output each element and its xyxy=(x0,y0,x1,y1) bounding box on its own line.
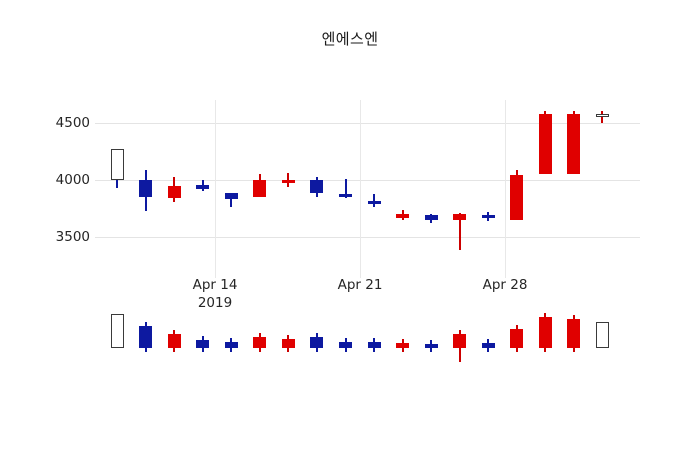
volume-bar[interactable] xyxy=(453,333,467,348)
volume-bar[interactable] xyxy=(481,343,495,348)
candlestick-wick xyxy=(458,213,461,250)
y-axis-tick-label: 4500 xyxy=(55,114,90,131)
gridline-vertical xyxy=(360,100,361,278)
gridline-vertical xyxy=(215,100,216,278)
candlestick-body xyxy=(453,214,467,220)
volume-bar[interactable] xyxy=(510,329,524,348)
volume-bar[interactable] xyxy=(538,316,552,348)
volume-bar[interactable] xyxy=(424,343,438,348)
candlestick-body xyxy=(396,214,410,218)
volume-plot-area xyxy=(95,310,640,375)
candlestick-wick xyxy=(230,192,233,208)
candlestick-body xyxy=(424,215,438,220)
volume-bar[interactable] xyxy=(339,341,353,348)
y-axis: 4500 4000 3500 xyxy=(10,100,90,260)
candlestick-body xyxy=(196,184,210,190)
candlestick-body xyxy=(167,185,181,199)
candlestick-body xyxy=(367,200,381,204)
candlestick-body xyxy=(538,113,552,175)
y-axis-tick-label: 4000 xyxy=(55,172,90,188)
volume-bar[interactable] xyxy=(167,333,181,348)
gridline-horizontal xyxy=(95,122,640,124)
price-plot-area xyxy=(95,100,640,278)
candlestick-body xyxy=(310,180,324,193)
candlestick-body xyxy=(595,113,609,117)
candlestick-wick xyxy=(344,178,347,199)
candlestick-body xyxy=(253,180,267,198)
volume-bar[interactable] xyxy=(196,340,210,348)
volume-bar[interactable] xyxy=(396,343,410,348)
volume-bar[interactable] xyxy=(139,325,153,348)
volume-bar[interactable] xyxy=(595,322,609,348)
volume-bar[interactable] xyxy=(253,337,267,348)
candlestick-body xyxy=(139,180,153,198)
x-axis-tick-label: Apr 21 xyxy=(337,277,383,293)
y-axis-tick-label: 3500 xyxy=(55,229,90,246)
chart-title: 엔에스엔 xyxy=(321,30,379,48)
volume-bar[interactable] xyxy=(310,337,324,348)
candlestick-body xyxy=(281,180,295,183)
x-axis-tick-label: Apr 28 xyxy=(482,277,528,293)
candlestick-body xyxy=(481,215,495,219)
candlestick-body xyxy=(567,113,581,175)
volume-bar[interactable] xyxy=(367,341,381,348)
candlestick-body xyxy=(110,149,124,180)
candlestick-wick xyxy=(601,111,604,123)
gridline-horizontal xyxy=(95,237,640,239)
candlestick-body xyxy=(224,192,238,200)
candlestick-wick xyxy=(373,193,376,208)
x-axis-tick-label: Apr 14 2019 xyxy=(192,277,238,311)
volume-bar[interactable] xyxy=(567,318,581,348)
gridline-horizontal xyxy=(95,180,640,181)
volume-bar[interactable] xyxy=(224,341,238,348)
candlestick-body xyxy=(339,193,353,197)
gridline-vertical xyxy=(505,100,506,278)
candlestick-body xyxy=(510,175,524,220)
volume-bar[interactable] xyxy=(110,314,124,348)
volume-bar[interactable] xyxy=(281,338,295,348)
x-axis: Apr 14 2019 Apr 21 Apr 28 xyxy=(95,277,640,317)
candlestick-wick xyxy=(287,173,290,187)
